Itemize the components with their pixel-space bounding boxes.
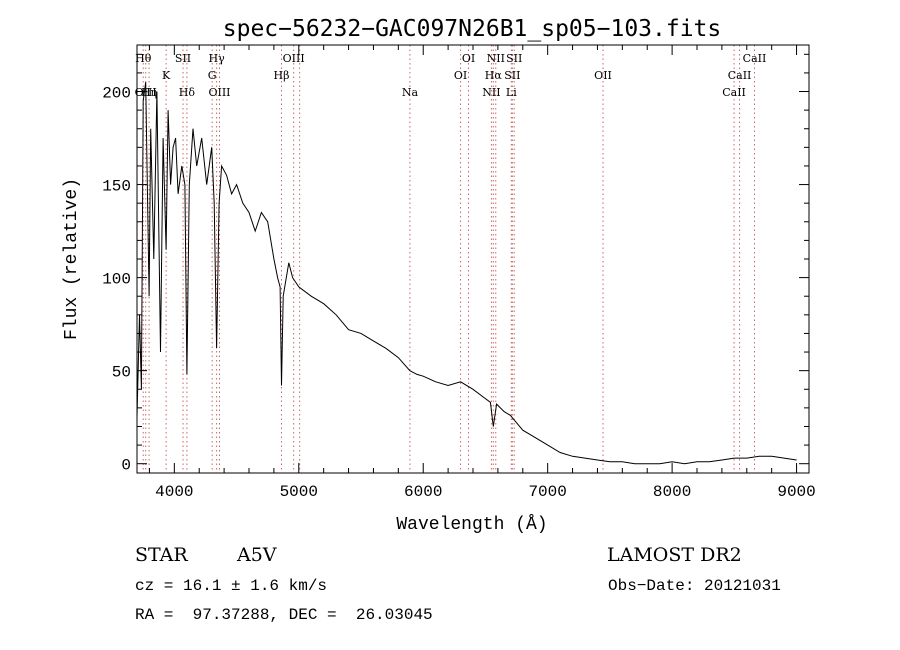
x-tick-label-1: 5000	[280, 483, 318, 501]
line-label-10: OIII	[283, 52, 305, 65]
line-label-22: CaII	[722, 86, 746, 99]
line-label-20: SII	[506, 52, 522, 65]
x-axis-ticks: 4000 5000 6000 7000 8000 9000	[148, 45, 816, 501]
y-tick-label-2: 100	[102, 271, 131, 289]
line-label-18: Li	[506, 86, 517, 99]
x-tick-label-0: 4000	[155, 483, 193, 501]
plot-frame	[136, 44, 810, 474]
line-label-6: G	[208, 69, 217, 82]
y-axis-ticks: 0 50 100 150 200	[102, 53, 809, 475]
line-label-9: Hβ	[274, 69, 290, 82]
y-tick-label-4: 200	[102, 85, 131, 103]
y-axis-label: Flux (relative)	[62, 178, 82, 340]
spectral-line-markers	[142, 45, 755, 473]
line-label-5: Hδ	[179, 86, 196, 99]
y-tick-label-0: 0	[121, 457, 131, 475]
line-label-17: NII	[487, 52, 505, 65]
line-label-12: Na	[402, 86, 419, 99]
line-label-19: SII	[504, 69, 520, 82]
line-label-8: OIII	[208, 86, 230, 99]
x-tick-label-4: 8000	[653, 483, 691, 501]
line-label-24: CaII	[743, 52, 767, 65]
line-label-21: OII	[594, 69, 612, 82]
sky-coordinates: RA = 97.37288, DEC = 26.03045	[135, 606, 433, 624]
object-class: STAR	[135, 544, 188, 566]
line-label-0: Hθ	[135, 52, 152, 65]
survey-name: LAMOST DR2	[607, 544, 742, 566]
x-tick-label-5: 9000	[777, 483, 815, 501]
object-subclass: A5V	[236, 544, 277, 566]
spectral-line-labels: HθHηOIIIKSIIHδGHγOIIIHβOIIINaOIOINIIHαNI…	[135, 52, 767, 99]
line-label-7: Hγ	[209, 52, 226, 65]
line-label-4: SII	[175, 52, 191, 65]
line-label-14: OI	[462, 52, 475, 65]
line-label-3: K	[162, 69, 171, 82]
line-label-23: CaII	[728, 69, 752, 82]
y-tick-label-3: 150	[102, 178, 131, 196]
x-tick-label-3: 7000	[528, 483, 566, 501]
x-axis-label: Wavelength (Å)	[396, 514, 547, 535]
line-label-13: OI	[454, 69, 467, 82]
observation-date: Obs−Date: 20121031	[608, 577, 781, 595]
redshift-cz: cz = 16.1 ± 1.6 km/s	[135, 577, 327, 595]
y-tick-label-1: 50	[112, 364, 131, 382]
line-label-15: NII	[482, 86, 500, 99]
x-tick-label-2: 6000	[404, 483, 442, 501]
line-label-16: Hα	[485, 69, 503, 82]
chart-title: spec−56232−GAC097N26B1_sp05−103.fits	[223, 16, 722, 42]
spectrum-line	[136, 82, 797, 465]
